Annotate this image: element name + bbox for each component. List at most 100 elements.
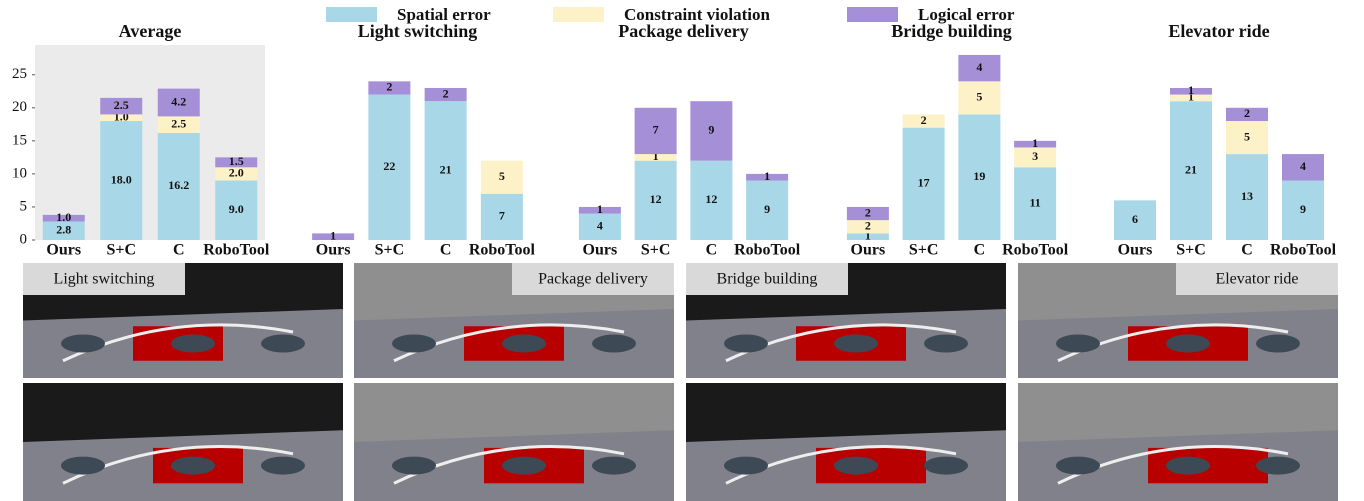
robot xyxy=(1056,456,1100,475)
value-label: 5 xyxy=(1244,129,1250,143)
bar-segment xyxy=(1226,121,1268,155)
bar-segment xyxy=(42,214,85,222)
x-tick-label: RoboTool xyxy=(1270,242,1337,259)
robot xyxy=(261,334,305,353)
x-tick-label: S+C xyxy=(641,242,671,259)
x-tick-label: Ours xyxy=(851,242,886,259)
value-label: 2.8 xyxy=(56,222,71,236)
value-label: 7 xyxy=(653,123,659,137)
value-label: 1 xyxy=(1188,90,1194,104)
value-label: 11 xyxy=(1029,195,1040,209)
bar-segment xyxy=(157,88,200,117)
value-label: 12 xyxy=(650,192,662,206)
x-tick-label: S+C xyxy=(375,242,405,259)
value-label: 22 xyxy=(383,159,395,173)
bar-segment xyxy=(578,213,621,240)
bar-segment xyxy=(902,114,945,128)
value-label: 1.5 xyxy=(229,154,244,168)
bar-segment xyxy=(480,160,523,194)
bar-segment xyxy=(958,81,1001,115)
bar-segment xyxy=(312,233,355,240)
bar-segment xyxy=(368,81,411,95)
value-label: 2 xyxy=(921,113,927,127)
bar-segment xyxy=(100,97,143,115)
robot xyxy=(61,334,105,353)
robot xyxy=(61,456,105,475)
panel-label: Light switching xyxy=(54,271,155,288)
value-label: 18.0 xyxy=(111,172,132,186)
bar-segment xyxy=(846,220,889,234)
robot xyxy=(834,456,878,475)
y-tick-label: 15 xyxy=(12,132,27,148)
bar-segment xyxy=(746,180,789,240)
chart-title: Elevator ride xyxy=(1168,21,1269,41)
bar-segment xyxy=(480,193,523,240)
value-label: 2 xyxy=(1244,106,1250,120)
x-tick-label: S+C xyxy=(909,242,939,259)
value-label: 2.5 xyxy=(171,116,186,130)
robot xyxy=(592,334,636,353)
bar-segment xyxy=(1170,101,1212,241)
value-label: 5 xyxy=(976,90,982,104)
scenes: Light switching Package delivery Bridge bu… xyxy=(23,263,1338,501)
bar-segment xyxy=(157,132,200,240)
bar-segment xyxy=(958,54,1001,82)
bar-segment xyxy=(215,157,258,168)
value-label: 9.0 xyxy=(229,202,244,216)
value-label: 9 xyxy=(708,123,714,137)
y-tick-label: 10 xyxy=(12,165,27,181)
bar-segment xyxy=(368,94,411,241)
x-tick-label: RoboTool xyxy=(469,242,536,259)
robot xyxy=(1056,334,1100,353)
bar-segment xyxy=(846,233,889,240)
robot xyxy=(502,456,546,475)
value-label: 4 xyxy=(1300,159,1306,173)
value-label: 9 xyxy=(764,202,770,216)
bar-segment xyxy=(746,173,789,181)
chart-title: Bridge building xyxy=(891,21,1012,41)
bar-segment xyxy=(157,116,200,133)
x-tick-label: Ours xyxy=(46,242,81,259)
value-label: 2.0 xyxy=(229,166,244,180)
robot xyxy=(924,456,968,475)
robot xyxy=(502,334,546,353)
robot xyxy=(171,334,215,353)
bar-segment xyxy=(1170,94,1212,102)
x-tick-label: C xyxy=(440,242,452,259)
value-label: 16.2 xyxy=(168,178,189,192)
x-tick-label: C xyxy=(1241,242,1253,259)
value-label: 17 xyxy=(918,176,930,190)
value-label: 13 xyxy=(1241,189,1253,203)
bar-segment xyxy=(100,114,143,122)
panel-label: Package delivery xyxy=(538,271,648,288)
robot xyxy=(724,334,768,353)
panel-label-bg xyxy=(1176,263,1338,295)
x-tick-label: C xyxy=(706,242,718,259)
panel-label: Elevator ride xyxy=(1215,271,1298,288)
value-label: 2.5 xyxy=(114,98,129,112)
bar-segment xyxy=(424,101,467,241)
x-tick-label: RoboTool xyxy=(1002,242,1069,259)
bar-segment xyxy=(215,167,258,181)
value-label: 5 xyxy=(499,169,505,183)
bar-segment xyxy=(1282,180,1324,240)
robot xyxy=(924,334,968,353)
bar-segment xyxy=(690,160,733,240)
y-tick-label: 5 xyxy=(20,198,28,214)
x-tick-label: C xyxy=(974,242,986,259)
bar-segment xyxy=(578,206,621,214)
bar-segment xyxy=(958,114,1001,240)
panel-label: Bridge building xyxy=(717,271,818,288)
value-label: 4.2 xyxy=(171,94,186,108)
value-label: 1 xyxy=(764,169,770,183)
legend-swatch xyxy=(847,7,898,22)
value-label: 1 xyxy=(653,149,659,163)
x-tick-label: Ours xyxy=(316,242,351,259)
bar-segment xyxy=(1014,147,1057,168)
panel-label-bg xyxy=(23,263,185,295)
x-tick-label: Ours xyxy=(583,242,618,259)
bar-segment xyxy=(1014,140,1057,148)
value-label: 19 xyxy=(973,169,985,183)
value-label: 12 xyxy=(705,192,717,206)
